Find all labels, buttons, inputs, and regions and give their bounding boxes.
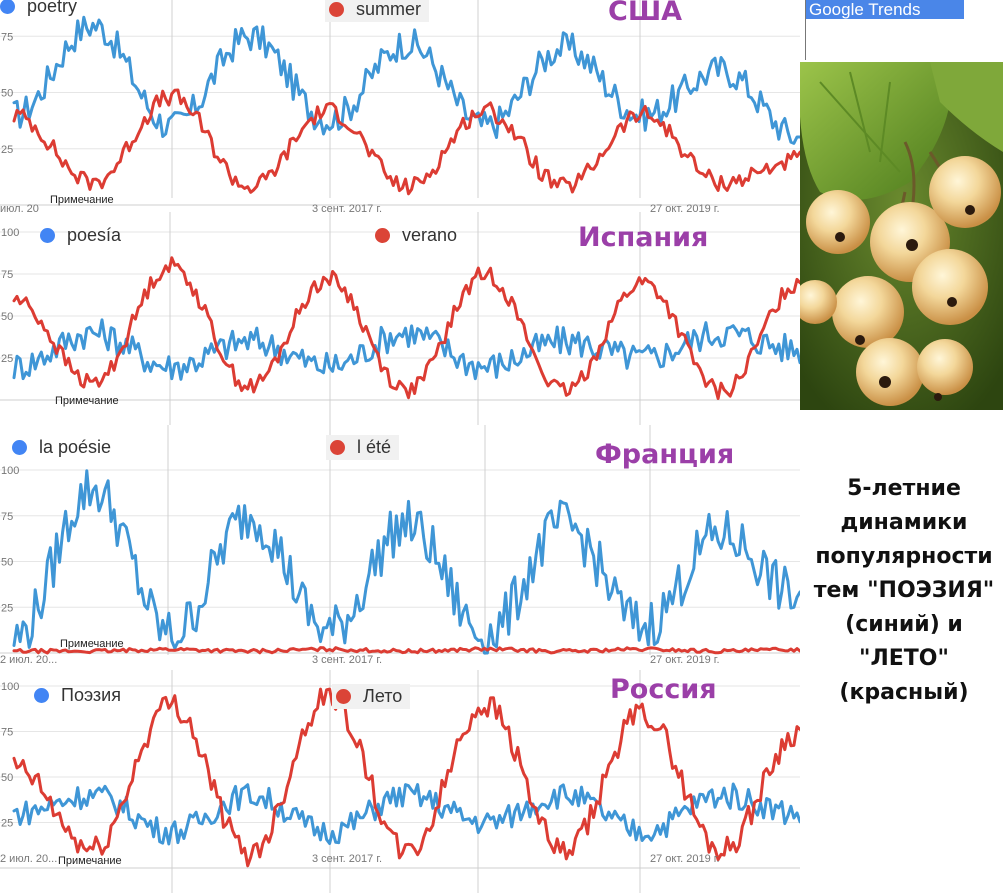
y-tick-label: 25 [1, 818, 13, 830]
y-tick-label: 75 [1, 727, 13, 739]
x-tick-label: 27 окт. 2019 г. [650, 654, 720, 666]
chart-plot-spain: 100 75 50 25 Примечание [0, 212, 800, 425]
y-tick-label: 50 [1, 557, 13, 569]
series-line-red [12, 646, 800, 655]
annotation-note: Примечание [55, 395, 119, 407]
x-tick-label: 3 сент. 2017 г. [312, 654, 382, 666]
y-tick-label: 25 [1, 353, 13, 365]
country-label: США [608, 0, 683, 27]
legend-dot-red [329, 2, 344, 17]
annotation-note: Примечание [60, 638, 124, 650]
legend-dot-blue [0, 0, 15, 14]
series-line-red [12, 256, 800, 400]
legend-label: Лето [363, 686, 403, 706]
white-currant-photo [800, 62, 1003, 410]
google-trends-label: Google Trends [806, 0, 964, 19]
x-tick-label: 2 июл. 20... [0, 654, 57, 666]
legend-label: poetry [27, 0, 78, 16]
y-tick-label: 50 [1, 311, 13, 323]
legend-series1: poetry [0, 0, 77, 17]
x-tick-label: 27 окт. 2019 г. [650, 203, 720, 212]
series-line-red [12, 88, 800, 196]
annotation-note: Примечание [58, 855, 122, 867]
legend-label: verano [402, 225, 458, 245]
y-tick-label: 50 [1, 88, 13, 100]
chart-panel-france: 100 75 50 25 Примечание 2 июл. 20... 3 сент. 2… [0, 425, 800, 670]
y-tick-label: 25 [1, 144, 13, 156]
y-tick-label: 75 [1, 31, 13, 43]
google-trends-logo: Google Trends [805, 0, 1003, 60]
legend-series2: summer [325, 0, 430, 22]
x-tick-label: 3 сент. 2017 г. [312, 853, 382, 865]
legend-label: l été [357, 437, 392, 457]
currant-berries [800, 156, 1001, 406]
legend-series1: poesía [40, 225, 121, 246]
legend-series2: verano [375, 225, 457, 246]
legend-dot-red [375, 228, 390, 243]
legend-dot-red [330, 440, 345, 455]
series-line-blue [12, 318, 800, 381]
caption-line: популярности [815, 544, 993, 569]
y-tick-label: 75 [1, 269, 13, 281]
legend-label: summer [356, 0, 422, 19]
caption: 5-летние динамики популярности тем "ПОЭЗ… [806, 472, 1002, 710]
y-tick-label: 25 [1, 602, 13, 614]
legend-dot-blue [12, 440, 27, 455]
country-label: Франция [595, 439, 735, 470]
series-line-blue [12, 15, 800, 145]
x-tick-label: 2 июл. 20... [0, 853, 57, 865]
legend-dot-blue [34, 688, 49, 703]
series-line-red [12, 687, 800, 868]
legend-label: Поэзия [61, 685, 121, 705]
chart-panel-russia: 100 75 50 25 Примечание 2 июл. 20... 3 сент. 2… [0, 670, 800, 893]
legend-label: la poésie [39, 437, 112, 457]
caption-line: (красный) [839, 680, 969, 705]
caption-line: (синий) и [845, 612, 963, 637]
y-tick-label: 100 [1, 465, 19, 477]
country-label: Испания [578, 222, 709, 253]
legend-series1: la poésie [12, 437, 111, 458]
x-tick-label: 27 окт. 2019 г. [650, 853, 720, 865]
annotation-note: Примечание [50, 194, 114, 206]
country-label: Россия [610, 674, 717, 705]
x-tick-label: июл. 20 [0, 203, 39, 212]
series-line-blue [12, 782, 800, 846]
caption-line: тем "ПОЭЗИЯ" [813, 578, 995, 603]
legend-dot-blue [40, 228, 55, 243]
series-line-blue [12, 469, 800, 655]
y-tick-label: 50 [1, 772, 13, 784]
chart-panel-usa: 75 50 25 Примечание июл. 20 3 сент. 2017 г. 27… [0, 0, 800, 212]
legend-dot-red [336, 689, 351, 704]
x-tick-label: 3 сент. 2017 г. [312, 203, 382, 212]
chart-plot-usa: 75 50 25 Примечание июл. 20 3 сент. 2017 г. 27… [0, 0, 800, 212]
caption-line: "ЛЕТО" [859, 646, 949, 671]
y-tick-label: 75 [1, 511, 13, 523]
legend-series2: l été [326, 435, 400, 460]
y-tick-label: 100 [1, 227, 19, 239]
caption-line: 5-летние [847, 476, 961, 501]
legend-series1: Поэзия [34, 685, 121, 706]
chart-panel-spain: 100 75 50 25 Примечание poesía verano Испани… [0, 212, 800, 425]
legend-label: poesía [67, 225, 122, 245]
y-tick-label: 100 [1, 681, 19, 693]
legend-series2: Лето [332, 684, 411, 709]
caption-line: динамики [840, 510, 968, 535]
